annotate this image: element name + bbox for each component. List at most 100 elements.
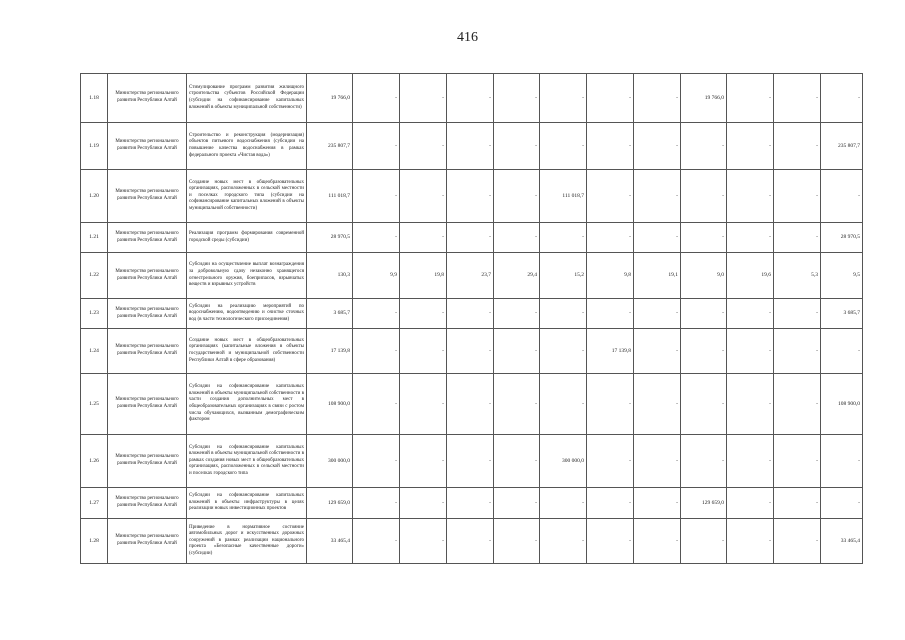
year-value: - [726,328,774,374]
row-number: 1.25 [80,373,108,435]
row-number: 1.27 [80,487,108,519]
year-value: 111 018,7 [539,169,587,223]
table-row: 1.19 Министерство регионального развития … [80,122,863,170]
responsible-organization: Министерство регионального развития Респ… [107,252,187,299]
year-value: - [820,434,863,488]
total-value: 17 139,8 [306,328,353,374]
year-value: 129 659,0 [680,487,727,519]
table-row: 1.21 Министерство регионального развития … [80,222,863,253]
year-value: - [586,373,634,435]
year-value: - [446,487,494,519]
year-value: - [586,518,634,564]
responsible-organization: Министерство регионального развития Респ… [107,434,187,488]
year-value: - [586,169,634,223]
year-value: - [539,298,587,329]
year-value: - [820,487,863,519]
year-value: - [539,373,587,435]
table-row: 1.28 Министерство регионального развития … [80,518,863,564]
year-value: 19,8 [399,252,447,299]
total-value: 3 685,7 [306,298,353,329]
year-value: 3 685,7 [820,298,863,329]
year-value: - [773,328,821,374]
year-value: - [820,169,863,223]
row-number: 1.19 [80,122,108,170]
year-value: - [680,122,727,170]
row-number: 1.23 [80,298,108,329]
measure-description: Реализация программ формирования совреме… [186,222,307,253]
measure-description: Субсидии на софинансирование капитальных… [186,373,307,435]
year-value: - [446,328,494,374]
year-value: - [680,298,727,329]
year-value: - [399,434,447,488]
year-value: - [446,373,494,435]
year-value: - [633,434,681,488]
year-value: 17 139,8 [586,328,634,374]
total-value: 28 970,5 [306,222,353,253]
year-value: - [399,298,447,329]
row-number: 1.18 [80,73,108,123]
page-number: 416 [457,30,478,45]
responsible-organization: Министерство регионального развития Респ… [107,298,187,329]
year-value: - [493,298,540,329]
year-value: - [493,434,540,488]
row-number: 1.20 [80,169,108,223]
row-number: 1.26 [80,434,108,488]
year-value: - [586,487,634,519]
responsible-organization: Министерство регионального развития Респ… [107,328,187,374]
year-value: - [352,487,400,519]
measure-description: Субсидии на софинансирование капитальных… [186,434,307,488]
year-value: 9,8 [586,252,634,299]
table-row: 1.20 Министерство регионального развития … [80,169,863,223]
year-value: - [680,373,727,435]
year-value: - [493,518,540,564]
total-value: 19 766,0 [306,73,353,123]
year-value: - [726,487,774,519]
year-value: - [773,373,821,435]
year-value: - [773,73,821,123]
budget-table: 1.18 Министерство регионального развития … [80,73,863,564]
year-value: 29,4 [493,252,540,299]
year-value: - [352,434,400,488]
year-value: 9,5 [820,252,863,299]
year-value: - [773,434,821,488]
year-value: - [446,169,494,223]
year-value: - [726,434,774,488]
table-row: 1.23 Министерство регионального развития … [80,298,863,329]
year-value: - [493,222,540,253]
year-value: - [633,298,681,329]
year-value: - [633,73,681,123]
year-value: - [539,122,587,170]
year-value: - [680,222,727,253]
year-value: - [680,518,727,564]
year-value: - [726,298,774,329]
measure-description: Создание новых мест в общеобразовательны… [186,328,307,374]
year-value: - [352,169,400,223]
total-value: 235 807,7 [306,122,353,170]
table-row: 1.22 Министерство регионального развития … [80,252,863,299]
year-value: - [773,518,821,564]
year-value: - [680,169,727,223]
year-value: - [586,434,634,488]
total-value: 300 000,0 [306,434,353,488]
year-value: - [399,222,447,253]
year-value: - [633,122,681,170]
year-value: - [352,328,400,374]
year-value: - [352,222,400,253]
table-row: 1.25 Министерство регионального развития … [80,373,863,435]
year-value: - [680,328,727,374]
year-value: - [352,73,400,123]
year-value: - [820,328,863,374]
year-value: - [352,122,400,170]
measure-description: Приведение в нормативное состояние автом… [186,518,307,564]
year-value: 19,1 [633,252,681,299]
year-value: - [399,487,447,519]
year-value: - [586,222,634,253]
year-value: - [680,434,727,488]
year-value: - [539,222,587,253]
measure-description: Создание новых мест в общеобразовательны… [186,169,307,223]
year-value: - [399,73,447,123]
responsible-organization: Министерство регионального развития Респ… [107,73,187,123]
year-value: - [586,298,634,329]
row-number: 1.21 [80,222,108,253]
year-value: - [633,373,681,435]
